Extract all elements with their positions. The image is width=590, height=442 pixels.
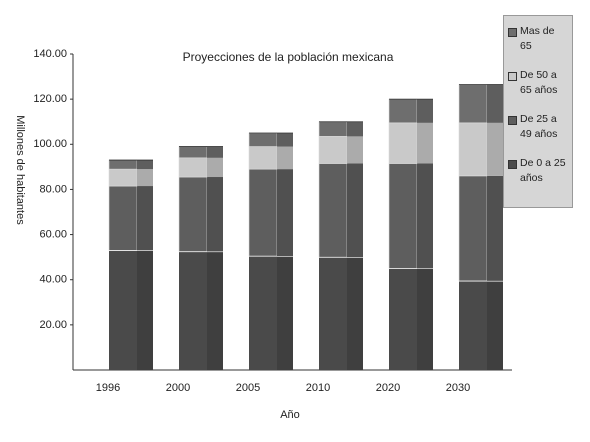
bar-segment xyxy=(388,122,418,164)
legend-item: Mas de 65 xyxy=(508,24,568,54)
bar-side xyxy=(347,163,363,258)
bar-side xyxy=(137,186,153,251)
bar-side xyxy=(277,133,293,147)
bar-segment xyxy=(459,280,487,370)
bar-side xyxy=(207,146,223,158)
x-tick-label: 2030 xyxy=(446,382,470,394)
bar-segment xyxy=(248,132,278,147)
bar-side xyxy=(277,146,293,170)
bar-segment xyxy=(178,176,208,252)
y-tick-label: 120.00 xyxy=(33,93,67,105)
bar-side xyxy=(487,280,503,370)
bar-segment xyxy=(318,136,348,164)
y-axis-label: Millones de habitantes xyxy=(14,115,26,225)
y-tick-label: 100.00 xyxy=(33,138,67,150)
bar-segment xyxy=(388,163,418,269)
x-axis-label: Año xyxy=(280,409,300,421)
bar-side xyxy=(207,251,223,370)
bar-side xyxy=(207,177,223,252)
bar-side xyxy=(347,257,363,370)
legend-swatch xyxy=(508,116,517,125)
bar-segment xyxy=(319,257,347,370)
chart-title: Proyecciones de la población mexicana xyxy=(183,50,394,64)
bar-segment xyxy=(388,98,418,124)
bar-side xyxy=(277,169,293,257)
legend-swatch xyxy=(508,28,517,37)
bar-side xyxy=(137,250,153,370)
legend-swatch xyxy=(508,72,517,81)
bar-side xyxy=(487,84,503,123)
bar-segment xyxy=(458,84,488,124)
bar-segment xyxy=(318,163,348,258)
y-tick-label: 40.00 xyxy=(39,274,67,286)
x-tick-label: 1996 xyxy=(96,382,120,394)
bar-side xyxy=(347,136,363,164)
legend-swatch xyxy=(508,160,517,169)
bar-segment xyxy=(108,185,138,251)
x-tick-label: 2005 xyxy=(236,382,260,394)
bar-side xyxy=(417,122,433,164)
legend-label: Mas de 65 xyxy=(520,25,555,52)
bar-segment xyxy=(318,121,348,137)
bar-segment xyxy=(458,122,488,177)
bar-side xyxy=(137,160,153,170)
bar-segment xyxy=(108,168,138,187)
bar-segment xyxy=(178,146,208,159)
bar-segment xyxy=(178,157,208,178)
x-tick-label: 2010 xyxy=(306,382,330,394)
y-tick-label: 140.00 xyxy=(33,48,67,60)
bar-side xyxy=(207,157,223,178)
legend-label: De 50 a 65 años xyxy=(520,69,558,96)
bar-side xyxy=(417,268,433,370)
legend-label: De 0 a 25 años xyxy=(520,157,566,184)
bar-side xyxy=(277,256,293,370)
legend-label: De 25 a 49 años xyxy=(520,113,558,140)
bar-segment xyxy=(248,146,278,170)
bar-side xyxy=(347,121,363,137)
bar-segment xyxy=(389,268,417,370)
legend-item: De 50 a 65 años xyxy=(508,68,568,98)
bar-side xyxy=(137,169,153,187)
y-tick-label: 20.00 xyxy=(39,319,67,331)
bar-side xyxy=(487,175,503,281)
legend-item: De 0 a 25 años xyxy=(508,156,568,186)
bar-side xyxy=(417,163,433,269)
legend-item: De 25 a 49 años xyxy=(508,112,568,142)
x-tick-label: 2000 xyxy=(166,382,190,394)
y-tick-label: 60.00 xyxy=(39,228,67,240)
bar-segment xyxy=(458,175,488,282)
bar-side xyxy=(487,122,503,176)
bar-segment xyxy=(248,168,278,257)
bar-segment xyxy=(179,251,207,370)
bar-segment xyxy=(249,256,277,370)
bar-segment xyxy=(108,159,138,170)
bar-segment xyxy=(109,250,137,370)
bar-side xyxy=(417,99,433,123)
legend: Mas de 65 De 50 a 65 años De 25 a 49 años D… xyxy=(503,15,573,208)
x-tick-label: 2020 xyxy=(376,382,400,394)
y-tick-label: 80.00 xyxy=(39,183,67,195)
